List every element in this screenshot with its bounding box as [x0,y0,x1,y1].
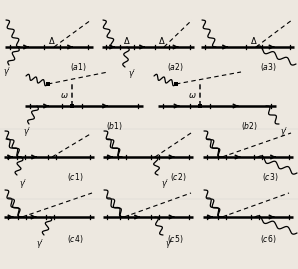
Text: $\omega$: $\omega$ [188,90,196,100]
Text: $\gamma'$: $\gamma'$ [161,176,169,189]
Text: $\Delta$: $\Delta$ [250,34,258,45]
Text: $\gamma'$: $\gamma'$ [19,176,27,189]
Text: $\gamma'$: $\gamma'$ [23,126,31,139]
Text: $\gamma'$: $\gamma'$ [3,65,11,79]
Text: $(c1)$: $(c1)$ [67,171,83,183]
Text: $(c5)$: $(c5)$ [167,233,183,245]
Text: $\gamma'$: $\gamma'$ [165,236,173,250]
Text: $(c2)$: $(c2)$ [170,171,186,183]
Text: $(c6)$: $(c6)$ [260,233,276,245]
Text: $(a1)$: $(a1)$ [69,61,86,73]
Text: $(b1)$: $(b1)$ [106,120,123,132]
Text: $\Delta$: $\Delta$ [48,34,56,45]
Text: $(b2)$: $(b2)$ [241,120,258,132]
Text: $\gamma'$: $\gamma'$ [36,236,44,250]
Text: $\gamma'$: $\gamma'$ [128,68,136,80]
Text: $(a3)$: $(a3)$ [260,61,277,73]
Text: $(c3)$: $(c3)$ [262,171,278,183]
Text: $\omega$: $\omega$ [60,90,68,100]
Text: $(c4)$: $(c4)$ [67,233,83,245]
Text: $\gamma'$: $\gamma'$ [280,126,288,139]
Text: $(a2)$: $(a2)$ [167,61,184,73]
Text: $\Delta$: $\Delta$ [158,34,166,45]
Text: $\Delta$: $\Delta$ [123,34,131,45]
